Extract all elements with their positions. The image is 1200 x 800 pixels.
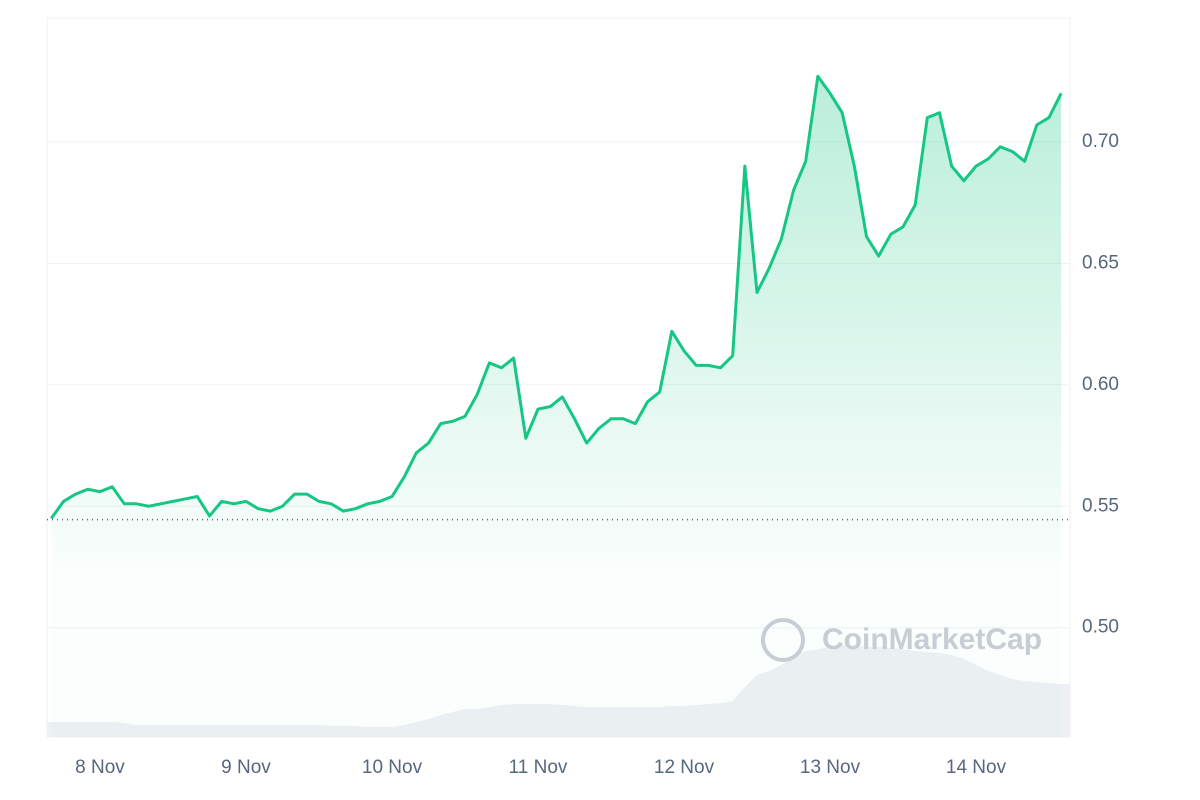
x-tick-label: 11 Nov — [509, 757, 568, 778]
y-tick-label: 0.60 — [1082, 374, 1119, 395]
x-tick-label: 14 Nov — [946, 757, 1007, 778]
x-tick-label: 13 Nov — [800, 757, 861, 778]
x-tick-label: 9 Nov — [221, 757, 271, 778]
price-area — [51, 76, 1062, 737]
x-tick-label: 8 Nov — [75, 757, 125, 778]
x-tick-label: 10 Nov — [362, 757, 423, 778]
y-tick-label: 0.50 — [1082, 617, 1119, 638]
price-line — [50, 74, 1063, 520]
x-tick-label: 12 Nov — [654, 757, 715, 778]
y-tick-label: 0.65 — [1082, 252, 1119, 273]
y-tick-label: 0.55 — [1082, 495, 1119, 516]
y-tick-label: 0.70 — [1082, 131, 1119, 152]
